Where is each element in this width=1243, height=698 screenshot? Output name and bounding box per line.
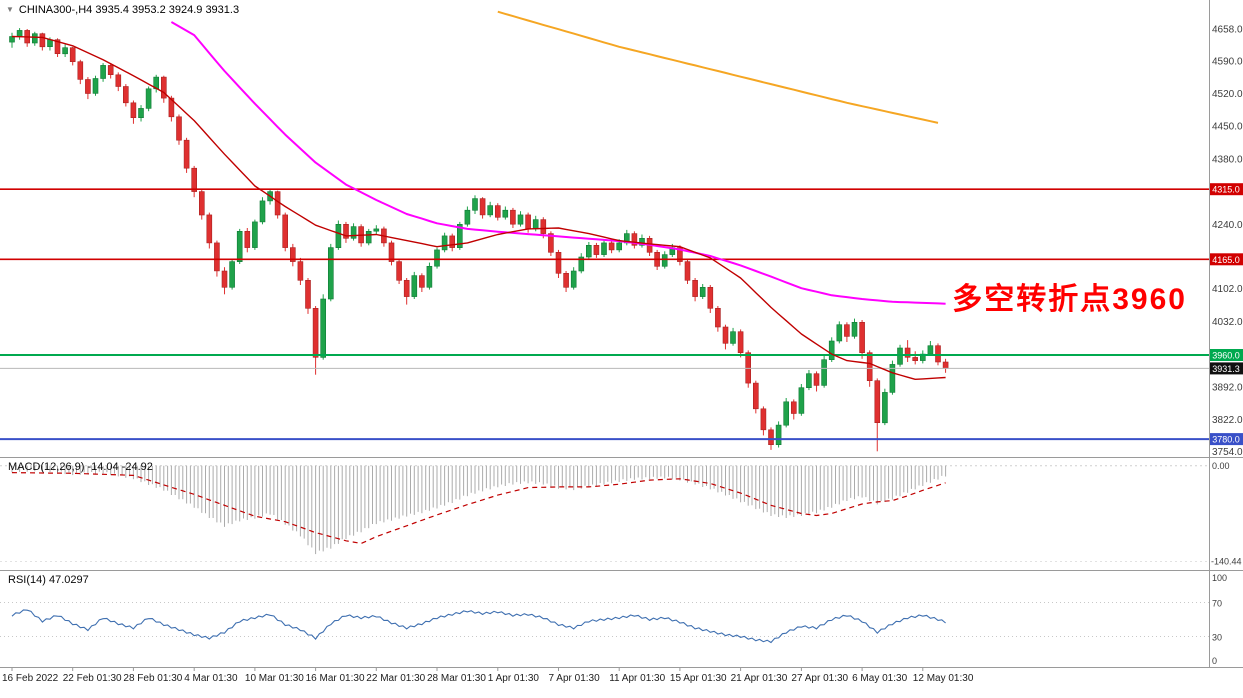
svg-text:1 Apr 01:30: 1 Apr 01:30 bbox=[488, 673, 540, 684]
svg-text:28 Feb 01:30: 28 Feb 01:30 bbox=[123, 673, 182, 684]
chart-dropdown-icon[interactable]: ▼ bbox=[6, 5, 14, 14]
svg-text:4380.0: 4380.0 bbox=[1212, 154, 1243, 165]
svg-text:22 Feb 01:30: 22 Feb 01:30 bbox=[63, 673, 122, 684]
svg-text:4658.0: 4658.0 bbox=[1212, 25, 1243, 36]
ma-fast-red bbox=[11, 35, 946, 380]
rsi-axis-label: 30 bbox=[1212, 633, 1222, 643]
price-axis-labels: 4658.0 4590.0 4520.0 4450.0 4380.0 4240.0 4102… bbox=[1212, 25, 1243, 458]
svg-text:3754.0: 3754.0 bbox=[1212, 447, 1243, 458]
svg-text:6 May 01:30: 6 May 01:30 bbox=[852, 673, 907, 684]
svg-text:28 Mar 01:30: 28 Mar 01:30 bbox=[427, 673, 486, 684]
svg-text:4520.0: 4520.0 bbox=[1212, 89, 1243, 100]
svg-text:3960.0: 3960.0 bbox=[1212, 351, 1240, 361]
macd-axis-max: 0.00 bbox=[1212, 461, 1230, 471]
trendline-orange bbox=[497, 10, 939, 124]
svg-text:16 Mar 01:30: 16 Mar 01:30 bbox=[306, 673, 365, 684]
svg-text:4590.0: 4590.0 bbox=[1212, 56, 1243, 67]
current-price-tag bbox=[1210, 362, 1243, 375]
svg-text:3892.0: 3892.0 bbox=[1212, 382, 1243, 393]
svg-text:10 Mar 01:30: 10 Mar 01:30 bbox=[245, 673, 304, 684]
svg-text:4165.0: 4165.0 bbox=[1212, 255, 1240, 265]
macd-axis-min: -140.44 bbox=[1211, 557, 1242, 567]
svg-text:4315.0: 4315.0 bbox=[1212, 185, 1240, 195]
svg-text:15 Apr 01:30: 15 Apr 01:30 bbox=[670, 673, 727, 684]
macd-histogram bbox=[11, 465, 947, 555]
rsi-axis-label: 70 bbox=[1212, 599, 1222, 609]
svg-text:16 Feb 2022: 16 Feb 2022 bbox=[2, 673, 59, 684]
svg-text:4102.0: 4102.0 bbox=[1212, 284, 1243, 295]
svg-text:12 May 01:30: 12 May 01:30 bbox=[913, 673, 974, 684]
level-lines-layer[interactable] bbox=[0, 188, 1209, 441]
svg-text:3931.3: 3931.3 bbox=[1212, 364, 1240, 374]
price-level-tags: 4315.0 4165.0 3960.0 3780.0 3931.3 bbox=[1210, 183, 1243, 446]
svg-text:11 Apr 01:30: 11 Apr 01:30 bbox=[609, 673, 665, 684]
symbol-ohlc-text: CHINA300-,H4 3935.4 3953.2 3924.9 3931.3 bbox=[18, 4, 240, 16]
time-axis[interactable]: 16 Feb 2022 22 Feb 01:30 28 Feb 01:30 4 Mar… bbox=[2, 667, 974, 685]
rsi-axis-label: 0 bbox=[1212, 656, 1217, 666]
svg-text:4240.0: 4240.0 bbox=[1212, 220, 1243, 231]
svg-text:4 Mar 01:30: 4 Mar 01:30 bbox=[184, 673, 238, 684]
svg-text:3780.0: 3780.0 bbox=[1212, 435, 1240, 445]
rsi-line bbox=[11, 609, 946, 644]
svg-text:4450.0: 4450.0 bbox=[1212, 122, 1243, 133]
svg-text:21 Apr 01:30: 21 Apr 01:30 bbox=[731, 673, 788, 684]
macd-signal-line bbox=[11, 472, 946, 545]
svg-text:7 Apr 01:30: 7 Apr 01:30 bbox=[549, 673, 601, 684]
annotation-text: 多空转折点3960 bbox=[952, 283, 1187, 316]
svg-text:3822.0: 3822.0 bbox=[1212, 415, 1243, 426]
svg-text:27 Apr 01:30: 27 Apr 01:30 bbox=[791, 673, 848, 684]
macd-indicator-label: MACD(12,26,9) -14.04 -24.92 bbox=[8, 461, 153, 473]
svg-text:22 Mar 01:30: 22 Mar 01:30 bbox=[366, 673, 425, 684]
rsi-indicator-label: RSI(14) 47.0297 bbox=[8, 574, 89, 586]
symbol-header: ▼ CHINA300-,H4 3935.4 3953.2 3924.9 3931… bbox=[6, 4, 239, 16]
ma-slow-magenta bbox=[170, 21, 946, 305]
svg-text:4032.0: 4032.0 bbox=[1212, 317, 1243, 328]
rsi-axis-label: 100 bbox=[1212, 573, 1227, 583]
